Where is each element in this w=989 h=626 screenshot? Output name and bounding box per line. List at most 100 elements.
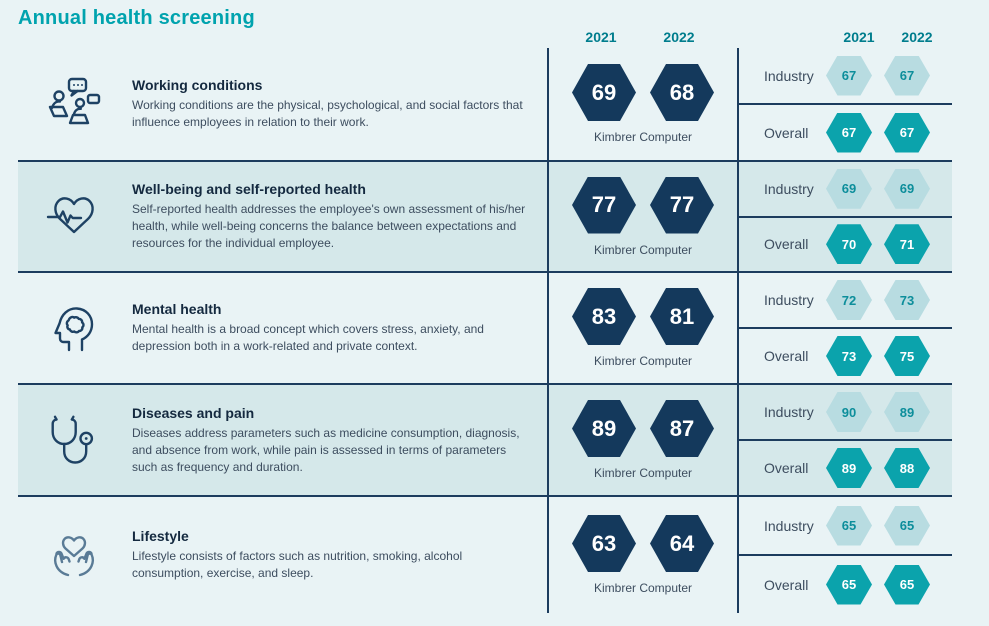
industry-score-2021-hexagon: 67 [826, 55, 872, 96]
row-lifestyle: Lifestyle Lifestyle consists of factors … [18, 495, 952, 613]
well-being-info: Well-being and self-reported health Self… [18, 162, 547, 271]
industry-label: Industry [764, 292, 814, 308]
row-working-conditions: Working conditions Working conditions ar… [18, 48, 952, 160]
mental-health-text: Mental health Mental health is a broad c… [132, 301, 546, 355]
company-score-2022-hexagon: 77 [650, 176, 714, 234]
category-description: Lifestyle consists of factors such as nu… [132, 549, 463, 580]
overall-score-2022-hexagon: 65 [884, 564, 930, 605]
company-year-2022-header: 2022 [663, 29, 695, 45]
overall-score-2021-hexagon: 73 [826, 336, 872, 376]
company-score-2021-hexagon: 77 [572, 176, 636, 234]
company-name-label: Kimbrer Computer [593, 581, 693, 595]
page-title: Annual health screening [18, 7, 255, 29]
lifestyle-benchmarks: Industry 65 65 Overall 65 65 [737, 497, 952, 613]
industry-label: Industry [764, 404, 814, 420]
overall-benchmark-row: Overall 67 67 [739, 105, 952, 160]
overall-label: Overall [764, 348, 809, 364]
category-description: Working conditions are the physical, psy… [132, 98, 523, 129]
industry-benchmark-row: Industry 69 69 [739, 162, 952, 218]
category-description: Diseases address parameters such as medi… [132, 425, 520, 474]
lifestyle-company-scores: 63 64 Kimbrer Computer [547, 497, 737, 613]
well-being-text: Well-being and self-reported health Self… [132, 181, 546, 252]
head-brain-icon [40, 298, 108, 358]
mental-health-info: Mental health Mental health is a broad c… [18, 273, 547, 383]
row-diseases-and-pain: Diseases and pain Diseases address param… [18, 383, 952, 495]
industry-benchmark-row: Industry 65 65 [739, 497, 952, 556]
industry-label: Industry [764, 517, 814, 534]
company-year-headers: 2021 2022 [547, 29, 737, 45]
overall-label: Overall [764, 124, 809, 141]
company-score-2022-hexagon: 64 [650, 515, 714, 572]
industry-benchmark-row: Industry 67 67 [739, 48, 952, 105]
category-title: Working conditions [132, 77, 263, 93]
industry-benchmark-row: Industry 90 89 [739, 385, 952, 441]
company-score-2021-hexagon: 89 [572, 400, 636, 457]
company-name-label: Kimbrer Computer [593, 466, 693, 480]
well-being-benchmarks: Industry 69 69 Overall 70 71 [737, 162, 952, 271]
industry-score-2021-hexagon: 72 [826, 280, 872, 320]
company-score-2021-hexagon: 83 [572, 288, 636, 345]
industry-score-2022-hexagon: 73 [884, 280, 930, 320]
overall-benchmark-row: Overall 89 88 [739, 441, 952, 495]
industry-label: Industry [764, 180, 814, 197]
company-name-label: Kimbrer Computer [593, 130, 693, 144]
diseases-benchmarks: Industry 90 89 Overall 89 88 [737, 385, 952, 495]
diseases-info: Diseases and pain Diseases address param… [18, 385, 547, 495]
overall-label: Overall [764, 460, 809, 476]
industry-score-2022-hexagon: 69 [884, 168, 930, 209]
overall-label: Overall [764, 576, 809, 593]
row-well-being: Well-being and self-reported health Self… [18, 160, 952, 271]
working-conditions-text: Working conditions Working conditions ar… [132, 77, 546, 131]
header-spacer [18, 29, 547, 45]
industry-score-2021-hexagon: 90 [826, 392, 872, 432]
industry-score-2021-hexagon: 65 [826, 505, 872, 546]
report-header: Annual health screening 2021 2022 2021 2… [0, 0, 989, 48]
overall-label: Overall [764, 236, 809, 253]
overall-score-2022-hexagon: 67 [884, 112, 930, 153]
lifestyle-text: Lifestyle Lifestyle consists of factors … [132, 528, 546, 582]
overall-score-2021-hexagon: 70 [826, 224, 872, 265]
benchmark-year-2021-header: 2021 [843, 29, 875, 45]
benchmark-year-headers: 2021 2022 [737, 29, 952, 45]
hands-heart-icon [40, 525, 108, 585]
mental-health-benchmarks: Industry 72 73 Overall 73 75 [737, 273, 952, 383]
working-conditions-benchmarks: Industry 67 67 Overall 67 67 [737, 48, 952, 160]
year-column-headers: 2021 2022 2021 2022 [18, 29, 952, 45]
category-title: Lifestyle [132, 528, 189, 544]
overall-score-2021-hexagon: 65 [826, 564, 872, 605]
diseases-company-scores: 89 87 Kimbrer Computer [547, 385, 737, 495]
category-description: Mental health is a broad concept which c… [132, 322, 484, 353]
benchmark-year-2022-header: 2022 [901, 29, 933, 45]
category-title: Well-being and self-reported health [132, 181, 366, 197]
overall-benchmark-row: Overall 73 75 [739, 329, 952, 383]
category-title: Diseases and pain [132, 404, 255, 421]
lifestyle-info: Lifestyle Lifestyle consists of factors … [18, 497, 547, 613]
stethoscope-icon [40, 410, 108, 470]
working-conditions-info: Working conditions Working conditions ar… [18, 48, 547, 160]
mental-health-company-scores: 83 81 Kimbrer Computer [547, 273, 737, 383]
industry-score-2022-hexagon: 65 [884, 505, 930, 546]
overall-benchmark-row: Overall 65 65 [739, 556, 952, 613]
overall-benchmark-row: Overall 70 71 [739, 218, 952, 272]
industry-score-2022-hexagon: 67 [884, 55, 930, 96]
well-being-company-scores: 77 77 Kimbrer Computer [547, 162, 737, 271]
company-score-2022-hexagon: 68 [650, 64, 714, 121]
row-mental-health: Mental health Mental health is a broad c… [18, 271, 952, 383]
category-rows: Working conditions Working conditions ar… [18, 48, 952, 613]
heart-ecg-icon [40, 187, 108, 247]
industry-benchmark-row: Industry 72 73 [739, 273, 952, 329]
company-year-2021-header: 2021 [585, 29, 617, 45]
working-conditions-company-scores: 69 68 Kimbrer Computer [547, 48, 737, 160]
overall-score-2022-hexagon: 88 [884, 448, 930, 488]
people-laptops-icon [40, 74, 108, 134]
company-score-2022-hexagon: 81 [650, 288, 714, 345]
category-title: Mental health [132, 301, 222, 317]
company-name-label: Kimbrer Computer [593, 354, 693, 368]
company-score-2022-hexagon: 87 [650, 400, 714, 457]
overall-score-2021-hexagon: 67 [826, 112, 872, 153]
category-description: Self-reported health addresses the emplo… [132, 202, 526, 250]
company-score-2021-hexagon: 63 [572, 515, 636, 572]
company-name-label: Kimbrer Computer [593, 242, 693, 257]
overall-score-2022-hexagon: 71 [884, 224, 930, 265]
